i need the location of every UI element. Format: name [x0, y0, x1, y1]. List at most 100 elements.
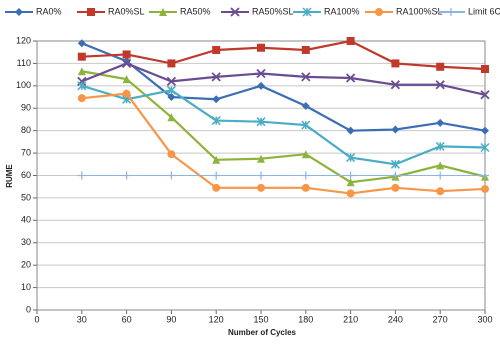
y-tick-label: 10: [21, 282, 31, 292]
marker: [122, 57, 131, 66]
y-tick-label: 100: [16, 80, 31, 90]
marker: [77, 52, 86, 61]
marker: [77, 39, 86, 48]
marker: [166, 85, 176, 95]
marker: [212, 95, 221, 104]
x-axis-label: Number of Cycles: [228, 328, 297, 337]
marker: [257, 81, 265, 90]
marker: [167, 113, 176, 122]
marker: [77, 67, 86, 76]
marker: [122, 89, 131, 98]
series-line: [81, 92, 486, 195]
legend-label: RA100%: [324, 6, 360, 16]
marker: [480, 142, 490, 153]
marker: [212, 171, 221, 180]
marker: [301, 171, 310, 180]
marker: [167, 59, 176, 68]
marker: [480, 90, 490, 100]
legend-label: Limit 6C%: [468, 6, 500, 16]
marker: [211, 72, 221, 82]
marker: [391, 171, 400, 180]
x-tick-label: 210: [343, 314, 358, 324]
y-axis-label: RUME: [5, 164, 14, 188]
marker: [77, 81, 87, 91]
marker: [302, 7, 312, 17]
marker: [257, 43, 265, 52]
marker: [391, 125, 400, 134]
marker: [301, 120, 311, 130]
y-tick-label: 50: [21, 192, 31, 202]
marker: [212, 45, 221, 54]
marker: [301, 150, 310, 159]
marker: [481, 171, 489, 180]
marker: [77, 171, 86, 180]
series-line: [81, 84, 486, 166]
marker: [122, 75, 131, 84]
marker: [481, 184, 489, 193]
marker: [257, 183, 265, 192]
marker: [346, 189, 355, 198]
y-tick-label: 40: [21, 215, 31, 225]
y-tick-label: 20: [21, 260, 31, 270]
legend-label: RA50%SL: [252, 6, 294, 16]
marker: [159, 8, 167, 16]
y-tick-label: 30: [21, 237, 31, 247]
marker: [346, 178, 355, 187]
marker: [167, 150, 176, 159]
legend-label: RA0%: [36, 6, 62, 16]
y-tick-label: 90: [21, 103, 31, 113]
x-tick-label: 240: [388, 314, 403, 324]
x-tick-label: 300: [477, 314, 492, 324]
y-tick-label: 120: [16, 35, 31, 45]
x-tick-label: 30: [77, 314, 87, 324]
marker: [375, 8, 383, 16]
x-tick-label: 90: [166, 314, 176, 324]
marker: [390, 159, 400, 169]
marker: [230, 7, 240, 17]
marker: [436, 62, 445, 71]
marker: [122, 171, 131, 180]
x-tick-label: 180: [298, 314, 313, 324]
marker: [301, 45, 310, 54]
marker: [257, 171, 265, 180]
marker: [87, 8, 95, 16]
marker: [346, 153, 356, 163]
marker: [121, 58, 132, 69]
marker: [346, 171, 355, 180]
marker: [257, 154, 265, 163]
x-tick-label: 60: [122, 314, 132, 324]
marker: [15, 8, 23, 16]
y-tick-label: 60: [21, 170, 31, 180]
marker: [345, 73, 356, 83]
marker: [256, 117, 266, 127]
marker: [390, 80, 401, 90]
marker: [301, 72, 311, 82]
marker: [391, 183, 400, 192]
series-line: [81, 62, 486, 96]
marker: [346, 126, 355, 135]
legend-label: RA0%SL: [108, 6, 145, 16]
marker: [481, 65, 489, 74]
marker: [481, 126, 489, 135]
legend-label: RA50%: [180, 6, 211, 16]
series-line: [81, 42, 486, 132]
series-line: [81, 39, 486, 71]
x-tick-label: 120: [209, 314, 224, 324]
marker: [122, 50, 131, 59]
y-tick-label: 110: [17, 58, 31, 68]
marker: [167, 171, 176, 180]
x-tick-label: 150: [253, 314, 268, 324]
x-tick-label: 0: [34, 314, 39, 324]
marker: [435, 80, 445, 90]
marker: [436, 161, 445, 170]
y-tick-label: 70: [21, 147, 31, 157]
series-line: [81, 70, 486, 184]
y-tick-label: 0: [26, 304, 31, 314]
marker: [301, 183, 310, 192]
marker: [436, 118, 445, 127]
marker: [436, 187, 445, 196]
marker: [166, 76, 177, 86]
x-tick-label: 270: [433, 314, 448, 324]
